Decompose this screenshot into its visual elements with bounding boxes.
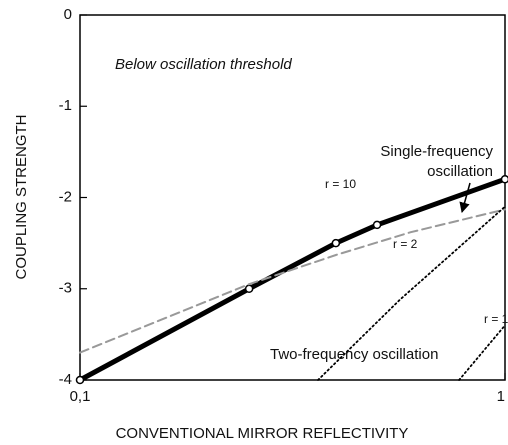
y-axis-label: COUPLING STRENGTH	[13, 114, 30, 279]
annotation: Two-frequency oscillation	[270, 346, 438, 363]
x-tick-label: 0,1	[70, 388, 91, 405]
point	[331, 238, 341, 248]
x-axis-label: CONVENTIONAL MIRROR REFLECTIVITY	[116, 425, 409, 442]
y-tick-label: -3	[59, 280, 72, 297]
series-line	[317, 205, 506, 381]
annotation-arrow	[459, 182, 471, 214]
point	[75, 375, 85, 385]
y-tick-label: -1	[59, 97, 72, 114]
annotation: r = 10	[325, 177, 356, 191]
y-tick-label: -4	[59, 371, 72, 388]
annotation: Single-frequency	[380, 143, 493, 160]
point	[500, 175, 508, 184]
annotation: r = 1	[484, 312, 508, 326]
series-line	[458, 324, 506, 381]
y-tick-label: -2	[59, 188, 72, 205]
x-tick-label: 1	[497, 388, 505, 405]
y-tick-label: 0	[64, 6, 72, 23]
series-line	[79, 208, 506, 354]
point	[244, 284, 254, 293]
point	[372, 220, 382, 230]
annotation: oscillation	[427, 163, 493, 180]
annotation: r = 2	[393, 237, 418, 251]
annotation: Below oscillation threshold	[115, 56, 292, 73]
